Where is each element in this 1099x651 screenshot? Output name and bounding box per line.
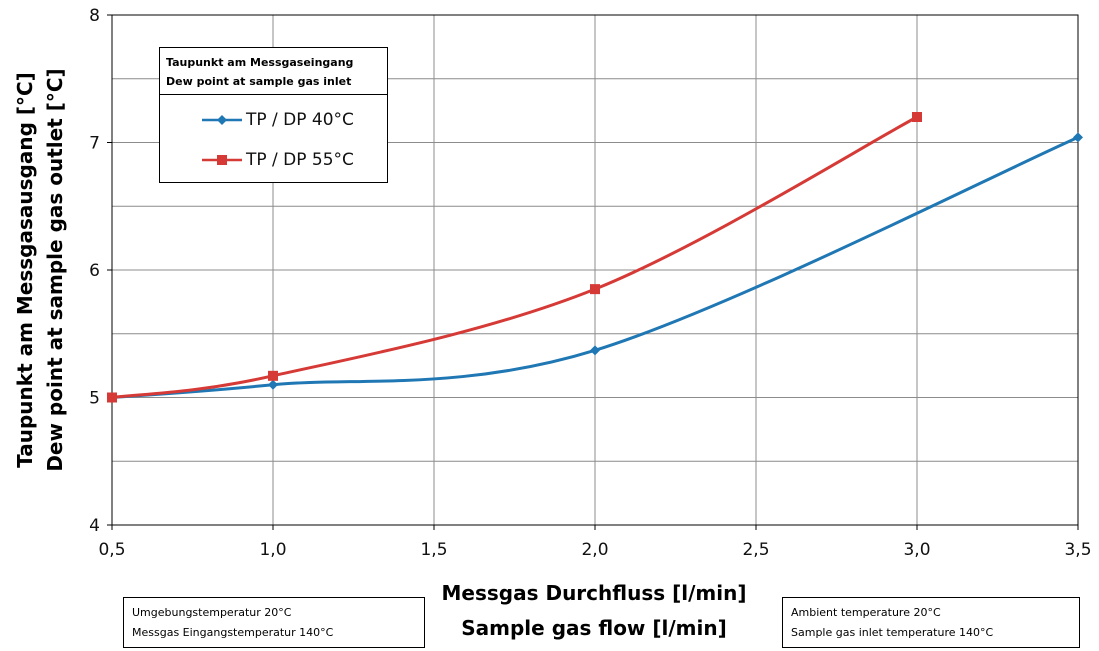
data-point-diamond [268,379,278,390]
legend-label-40: TP / DP 40°C [246,110,354,130]
plot-area-border [111,14,1079,526]
data-point-square [912,112,922,122]
legend-title-line-1: Taupunkt am Messgaseingang [166,56,354,69]
x-tick-label: 2,0 [581,540,608,560]
data-point-square [107,392,117,403]
y-tick-label: 7 [89,134,100,154]
y-tick-label: 4 [89,516,100,536]
x-axis-title-line-1: Messgas Durchfluss [l/min] [442,581,747,605]
note-english-line-1: Ambient temperature 20°C [791,606,941,619]
legend-marker-square-icon [202,155,242,165]
y-tick-label: 8 [89,6,100,26]
note-german: Umgebungstemperatur 20°C Messgas Eingang… [123,597,425,648]
note-german-line-1: Umgebungstemperatur 20°C [132,606,292,619]
x-tick-label: 3,5 [1064,540,1091,560]
x-tick-label: 2,5 [742,540,769,560]
data-point-diamond [590,345,600,356]
note-german-line-2: Messgas Eingangstemperatur 140°C [132,626,334,639]
x-axis-title-line-2: Sample gas flow [l/min] [461,616,727,640]
note-english: Ambient temperature 20°C Sample gas inle… [782,597,1080,648]
note-english-line-2: Sample gas inlet temperature 140°C [791,626,994,639]
legend: Taupunkt am Messgaseingang Dew point at … [159,47,388,183]
x-tick-labels: 0,5 1,0 1,5 2,0 2,5 3,0 3,5 [98,540,1091,560]
y-axis-title-line-2: Dew point at sample gas outlet [°C] [43,68,67,471]
x-tick-label: 1,5 [420,540,447,560]
legend-marker-diamond-icon [202,115,242,125]
legend-entry-55: TP / DP 55°C [200,148,354,172]
x-tick-label: 3,0 [903,540,930,560]
y-tick-label: 6 [89,261,100,281]
series-line-1 [111,115,918,399]
y-axis-title-line-1: Taupunkt am Messgasausgang [°C] [13,72,37,468]
legend-label-55: TP / DP 55°C [246,150,354,170]
legend-entry-40: TP / DP 40°C [200,108,354,132]
x-tick-label: 1,0 [259,540,286,560]
series-layer [107,112,1083,403]
legend-title: Taupunkt am Messgaseingang Dew point at … [160,48,387,95]
x-tick-label: 0,5 [98,540,125,560]
data-point-square [590,284,600,295]
y-tick-labels: 4 5 6 7 8 [89,6,100,536]
data-point-square [268,370,278,381]
legend-title-line-2: Dew point at sample gas inlet [166,75,352,88]
data-point-diamond [1073,132,1083,143]
series-line-0 [111,136,1079,399]
y-tick-label: 5 [89,389,100,409]
